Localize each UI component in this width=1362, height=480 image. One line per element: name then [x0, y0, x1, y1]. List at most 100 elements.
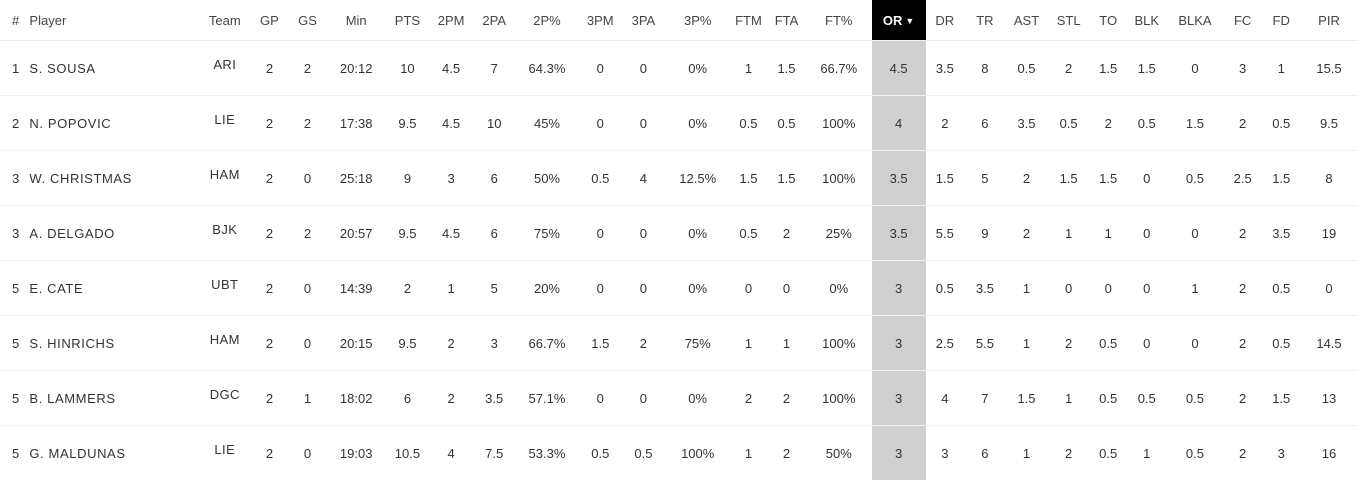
column-header-pir[interactable]: PIR	[1300, 0, 1358, 41]
cell-dr: 3	[941, 445, 949, 461]
cell-min: 20:12	[325, 40, 387, 96]
column-header-label: BLK	[1134, 12, 1160, 28]
cell-2pa: 3.5	[473, 370, 515, 426]
column-header-2pa[interactable]: 2PA	[473, 0, 515, 41]
cell-blka: 0.5	[1167, 370, 1223, 426]
cell-2pm: 4.5	[428, 40, 474, 96]
cell-player[interactable]: N. POPOVIC	[29, 95, 200, 151]
table-row[interactable]: 5 B. LAMMERS DGC 2 1 18:02 6 2 3.5 57.1% 0 0 0% 2 2 100…	[0, 366, 1358, 426]
column-header-label: Player	[29, 12, 67, 28]
cell-gs: 2	[289, 205, 326, 261]
cell-team: HAM	[199, 311, 250, 367]
cell-2pa: 7	[473, 40, 515, 96]
table-row[interactable]: 2 N. POPOVIC LIE 2 2 17:38 9.5 4.5 10 45% 0 0 0% 0.5 0…	[0, 91, 1358, 151]
table-row[interactable]: 5 G. MALDUNAS LIE 2 0 19:03 10.5 4 7.5 53.3% 0.5 0.…	[0, 425, 1358, 480]
cell-3pm: 0	[579, 370, 622, 426]
cell-blk: 0	[1126, 315, 1168, 371]
column-header-ast[interactable]: AST	[1005, 0, 1048, 41]
cell-player[interactable]: S. SOUSA	[29, 40, 200, 96]
column-header-label: FT%	[825, 12, 853, 28]
column-header-fta[interactable]: FTA	[767, 0, 806, 41]
table-row[interactable]: 3 W. CHRISTMAS HAM 2 0 25:18 9 3 6 50% 0.5 4 12.5% 1.…	[0, 146, 1358, 206]
column-header-3pa[interactable]: 3PA	[621, 0, 666, 41]
column-header-fc[interactable]: FC	[1222, 0, 1263, 41]
table-row[interactable]: 1 S. SOUSA ARI 2 2 20:12 10 4.5 7 64.3% 0 0 0% 1 1.5 66…	[0, 36, 1358, 96]
cell-fc: 2	[1239, 445, 1247, 461]
table-row[interactable]: 3 A. DELGADO BJK 2 2 20:57 9.5 4.5 6 75% 0 0 0% 0.5 2 2…	[0, 201, 1358, 261]
cell-gp: 2	[249, 260, 290, 316]
column-header-gs[interactable]: GS	[289, 0, 326, 41]
cell-blk: 1.5	[1126, 40, 1168, 96]
column-header-team[interactable]: Team	[199, 0, 250, 41]
table-row[interactable]: 5 E. CATE UBT 2 0 14:39 2 1 5 20% 0 0 0% 0 0 0% 3 0.5 3.5 1…	[0, 256, 1358, 316]
column-header-fd[interactable]: FD	[1262, 0, 1300, 41]
cell-tr: 6	[964, 95, 1006, 151]
column-header-to[interactable]: TO	[1089, 0, 1127, 41]
cell-blka: 0	[1167, 315, 1223, 371]
column-header-pts[interactable]: PTS	[386, 0, 429, 41]
cell-3pa: 2	[621, 315, 666, 371]
column-header-gp[interactable]: GP	[249, 0, 290, 41]
cell-ft-pct: 50%	[825, 445, 852, 461]
column-header-or[interactable]: OR ▼	[871, 0, 926, 41]
column-header-label: PTS	[394, 12, 421, 28]
cell-to: 0.5	[1089, 315, 1127, 371]
table-row[interactable]: 5 S. HINRICHS HAM 2 0 20:15 9.5 2 3 66.7% 1.5 2 75% 1…	[0, 311, 1358, 371]
cell-tr: 7	[964, 370, 1006, 426]
cell-3p-pct: 0%	[665, 370, 730, 426]
cell-player[interactable]: W. CHRISTMAS	[29, 150, 200, 206]
cell-3p-pct: 0%	[665, 40, 730, 96]
cell-fd: 1	[1262, 40, 1300, 96]
cell-ftm: 1.5	[729, 150, 768, 206]
cell-fta: 0.5	[767, 95, 806, 151]
cell-or: 3.5	[871, 205, 926, 261]
column-header-label: FTM	[735, 12, 762, 28]
column-header-stl[interactable]: STL	[1047, 0, 1090, 41]
column-header-label: Min	[345, 12, 367, 28]
cell-2pa: 3	[473, 315, 515, 371]
cell-2p-pct: 50%	[514, 150, 580, 206]
column-header-ftm[interactable]: FTM	[729, 0, 768, 41]
cell-3pa: 0	[621, 40, 666, 96]
column-header-player[interactable]: Player	[29, 0, 200, 41]
cell-or: 3	[871, 260, 926, 316]
cell-gs: 1	[289, 370, 326, 426]
cell-gp: 2	[249, 40, 290, 96]
cell-pts: 9.5	[386, 315, 429, 371]
cell-player[interactable]: G. MALDUNAS	[29, 445, 126, 461]
cell-blk: 0.5	[1126, 95, 1168, 151]
column-header-blka[interactable]: BLKA	[1167, 0, 1223, 41]
column-header-min[interactable]: Min	[325, 0, 387, 41]
column-header-blk[interactable]: BLK	[1126, 0, 1168, 41]
cell-player[interactable]: B. LAMMERS	[29, 370, 200, 426]
column-header-3p-pct[interactable]: 3P%	[665, 0, 730, 41]
cell-ast: 3.5	[1005, 95, 1048, 151]
cell-player[interactable]: A. DELGADO	[29, 205, 200, 261]
column-header-label: STL	[1056, 12, 1081, 28]
column-header-2pm[interactable]: 2PM	[428, 0, 474, 41]
column-header-tr[interactable]: TR	[964, 0, 1006, 41]
cell-gs: 2	[289, 95, 326, 151]
cell-gs: 0	[289, 260, 326, 316]
cell-min: 19:03	[339, 445, 373, 461]
cell-blka: 1	[1167, 260, 1223, 316]
cell-pir: 15.5	[1300, 40, 1358, 96]
cell-3pa: 4	[621, 150, 666, 206]
cell-ftm: 2	[729, 370, 768, 426]
column-header-rank[interactable]: #	[0, 0, 30, 41]
cell-to: 1	[1089, 205, 1127, 261]
cell-3pa: 0	[621, 370, 666, 426]
column-header-3pm[interactable]: 3PM	[579, 0, 622, 41]
cell-2pa: 10	[473, 95, 515, 151]
cell-fta: 2	[782, 445, 791, 461]
column-header-dr[interactable]: DR	[925, 0, 965, 41]
cell-player[interactable]: S. HINRICHS	[29, 315, 200, 371]
column-header-label: PIR	[1318, 12, 1340, 28]
cell-pir: 19	[1300, 205, 1358, 261]
cell-ft-pct: 25%	[805, 205, 872, 261]
column-header-2p-pct[interactable]: 2P%	[514, 0, 580, 41]
column-header-ft-pct[interactable]: FT%	[805, 0, 872, 41]
cell-player[interactable]: E. CATE	[29, 260, 200, 316]
cell-fta: 2	[767, 205, 806, 261]
cell-team: UBT	[199, 256, 250, 312]
